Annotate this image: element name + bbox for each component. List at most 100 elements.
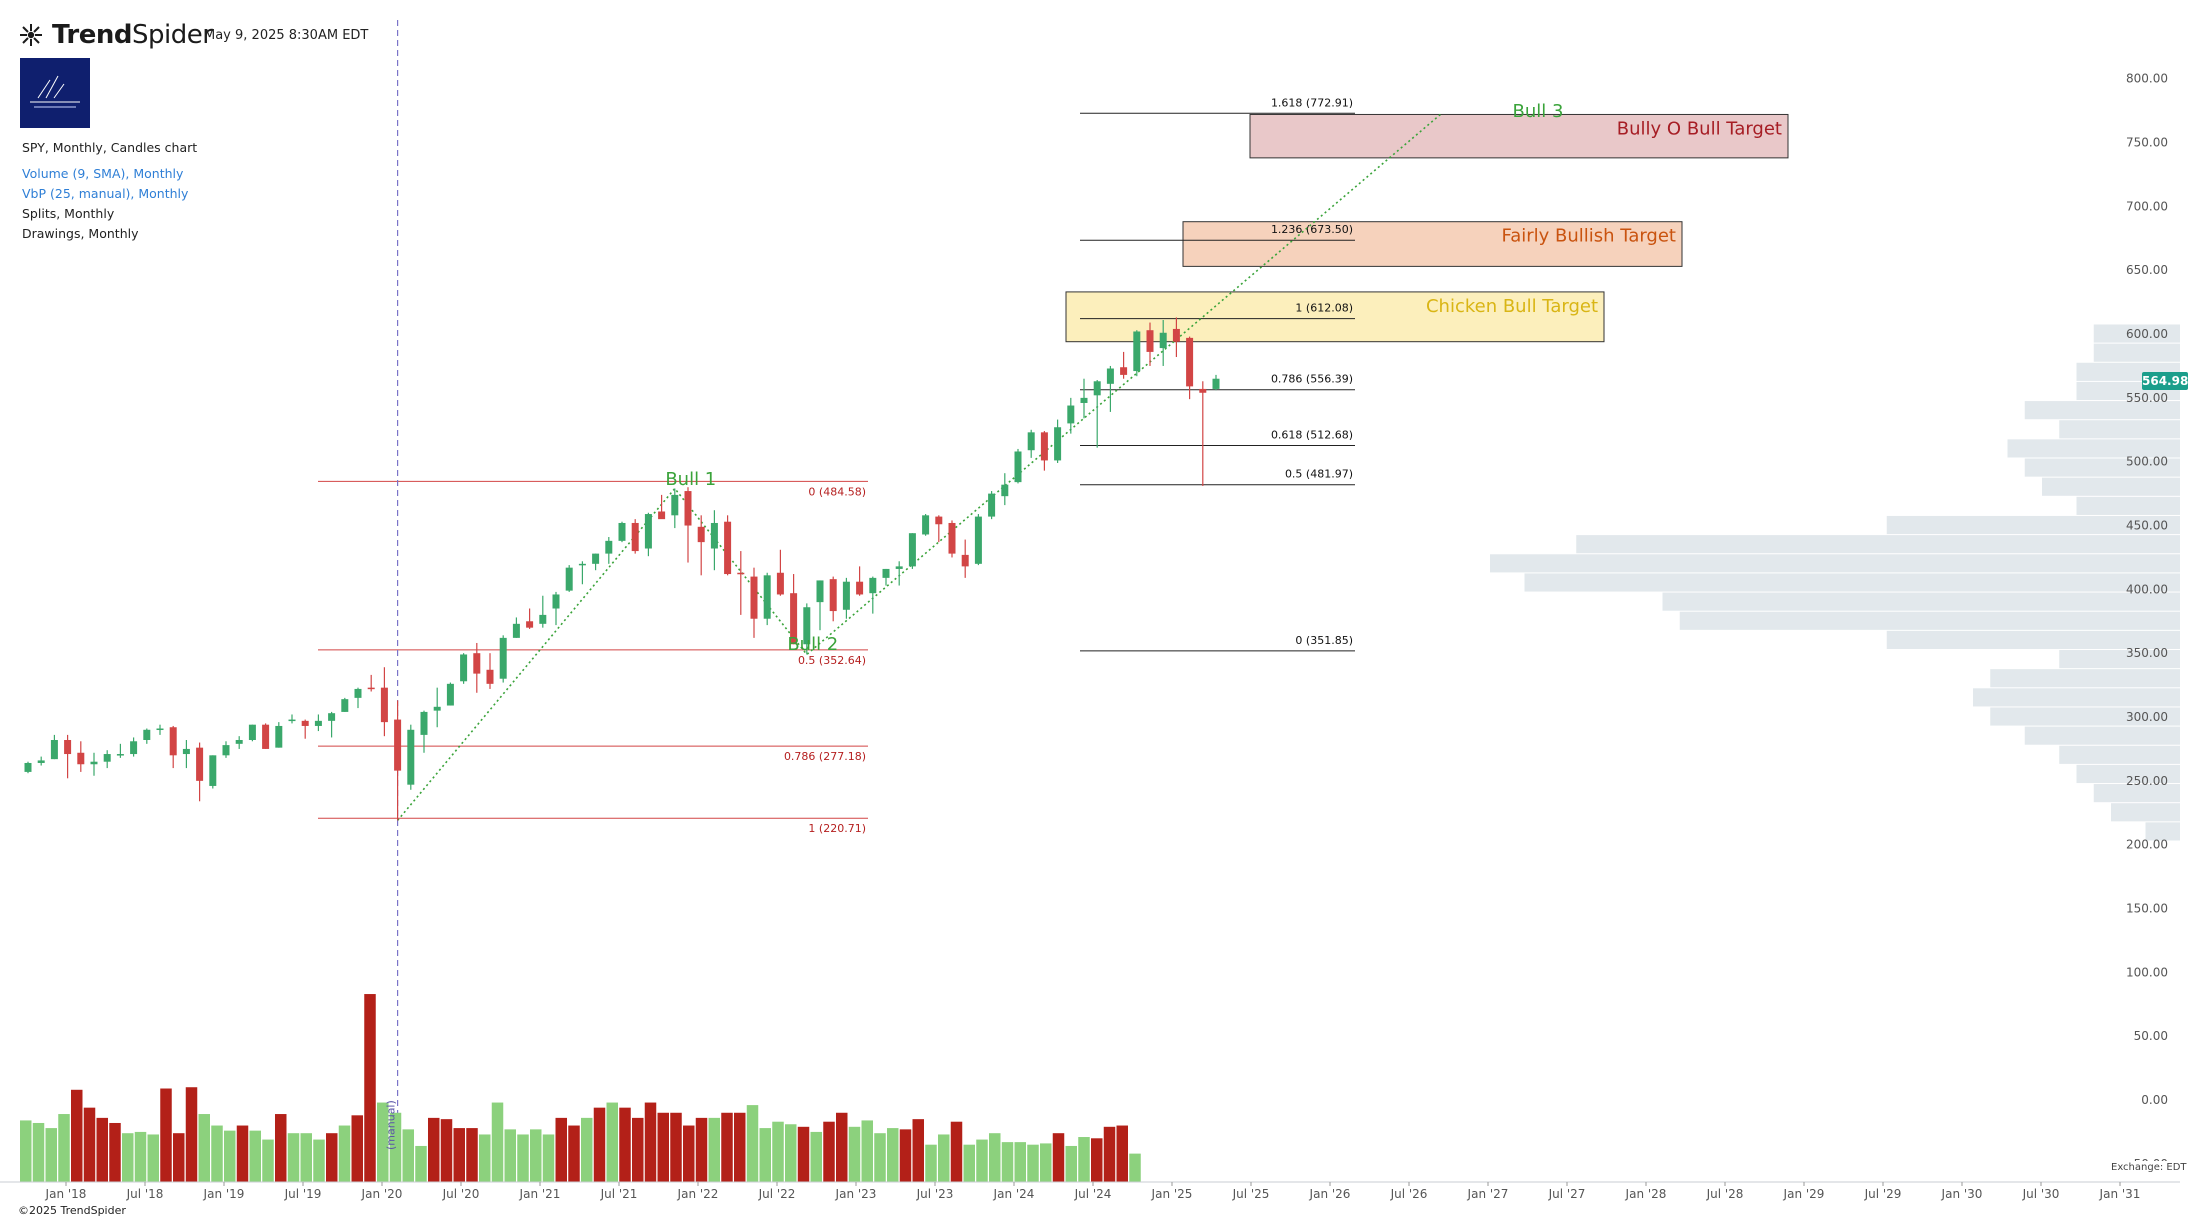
candle-body (684, 491, 692, 526)
candle-body (486, 669, 494, 684)
legend-item-splits[interactable]: Splits, Monthly (22, 206, 115, 221)
target-zone (1249, 113, 1789, 159)
fib-level-label: 0 (351.85) (1295, 634, 1353, 647)
volume-bar (1129, 1153, 1141, 1182)
vbp-bar (1662, 592, 2180, 611)
y-axis-tick-label: 350.00 (2126, 646, 2168, 660)
candle-body (209, 755, 217, 786)
x-axis-tick-label: Jul '20 (442, 1187, 480, 1201)
candle-body (539, 614, 547, 624)
vbp-bar (2007, 439, 2180, 458)
candle-body (974, 516, 982, 564)
volume-bar (555, 1117, 567, 1182)
y-axis-tick-label: 150.00 (2126, 902, 2168, 916)
volume-bar (772, 1121, 784, 1182)
volume-bar (32, 1122, 45, 1182)
fib-level-label: 0 (484.58) (808, 485, 866, 498)
volume-bar (848, 1126, 861, 1182)
volume-bar (1027, 1144, 1039, 1182)
x-axis-tick-label: Jan '31 (2099, 1187, 2141, 1201)
volume-bar (759, 1128, 771, 1182)
legend-item-vbp[interactable]: VbP (25, manual), Monthly (22, 186, 189, 201)
candle-body (882, 568, 890, 578)
volume-bar (440, 1119, 453, 1182)
candle-body (1054, 427, 1062, 461)
x-axis-tick-label: Jan '30 (1941, 1187, 1983, 1201)
candle-body (565, 567, 573, 591)
chart-legend-title: SPY, Monthly, Candles chart (22, 140, 198, 155)
candle-body (394, 719, 402, 771)
last-price-badge: 564.98 (2142, 372, 2189, 390)
volume-bar (542, 1134, 555, 1182)
x-axis-tick-label: Jul '28 (1706, 1187, 1744, 1201)
x-axis-tick-label: Jan '28 (1625, 1187, 1667, 1201)
candle-body (328, 713, 336, 721)
volume-bar (428, 1117, 440, 1182)
volume-bar (249, 1130, 261, 1182)
x-axis-tick-label: Jul '30 (2022, 1187, 2060, 1201)
volume-bar (1052, 1133, 1065, 1182)
volume-bar (517, 1134, 529, 1182)
y-axis-tick-label: 650.00 (2126, 263, 2168, 277)
candle-body (380, 687, 388, 723)
vbp-bar (1990, 669, 2180, 688)
volume-bar (887, 1128, 899, 1182)
x-axis-tick-label: Jul '23 (916, 1187, 954, 1201)
volume-bar (236, 1125, 249, 1182)
x-axis-tick-label: Jul '25 (1232, 1187, 1270, 1201)
candle-body (895, 566, 903, 569)
volume-bar (530, 1129, 542, 1182)
volume-bar (389, 1112, 402, 1182)
candle-body (1199, 388, 1207, 393)
candle-body (1159, 332, 1167, 349)
candle-body (1146, 330, 1154, 352)
candle-body (592, 553, 600, 564)
y-axis-tick-label: 500.00 (2126, 455, 2168, 469)
volume-bar (1065, 1145, 1077, 1182)
volume-by-price-layer (1490, 324, 2180, 841)
vbp-bar (1679, 611, 2180, 630)
candle-body (407, 729, 415, 785)
volume-bar (224, 1130, 236, 1182)
candle-body (143, 729, 151, 740)
fib-level-label: 1.618 (772.91) (1271, 96, 1353, 109)
volume-bar (1078, 1137, 1090, 1182)
fib-level-label: 0.5 (352.64) (798, 654, 866, 667)
volume-bar (581, 1117, 593, 1182)
target-zones-layer (1065, 113, 1789, 343)
candle-body (1093, 381, 1101, 396)
candle-body (301, 720, 309, 726)
x-axis-tick-label: Jan '25 (1151, 1187, 1193, 1201)
bull-annotation: Bull 3 (1513, 101, 1564, 122)
candle-body (354, 688, 362, 698)
volume-bar (989, 1133, 1001, 1182)
brand-logo[interactable]: TrendSpider (18, 20, 213, 50)
x-axis-tick-label: Jan '20 (361, 1187, 403, 1201)
y-axis-tick-label: 200.00 (2126, 838, 2168, 852)
candle-body (1212, 378, 1220, 389)
x-axis-tick-label: Jul '27 (1548, 1187, 1586, 1201)
x-axis-tick-label: Jan '21 (519, 1187, 561, 1201)
legend-item-volume[interactable]: Volume (9, SMA), Monthly (22, 166, 184, 181)
x-axis-tick-label: Jan '18 (45, 1187, 87, 1201)
candle-body (671, 494, 679, 516)
volume-bar (109, 1122, 121, 1182)
volume-bar (1040, 1143, 1052, 1182)
candle-body (182, 748, 190, 755)
volume-bar (134, 1131, 147, 1182)
candle-body (37, 760, 45, 763)
x-axis-tick-label: Jan '22 (677, 1187, 719, 1201)
brand-name: TrendSpider (52, 20, 213, 50)
volume-bar (785, 1124, 797, 1182)
candle-body (776, 572, 784, 595)
candle-body (1120, 367, 1128, 375)
vbp-bar (1524, 573, 2180, 592)
volume-bar (746, 1105, 759, 1182)
x-axis-tick-label: Jan '24 (993, 1187, 1035, 1201)
vbp-bar (2145, 822, 2180, 841)
legend-item-drawings[interactable]: Drawings, Monthly (22, 226, 139, 241)
x-axis-tick-label: Jul '24 (1074, 1187, 1112, 1201)
candle-body (90, 761, 98, 765)
x-axis-tick-label: Jul '29 (1864, 1187, 1902, 1201)
